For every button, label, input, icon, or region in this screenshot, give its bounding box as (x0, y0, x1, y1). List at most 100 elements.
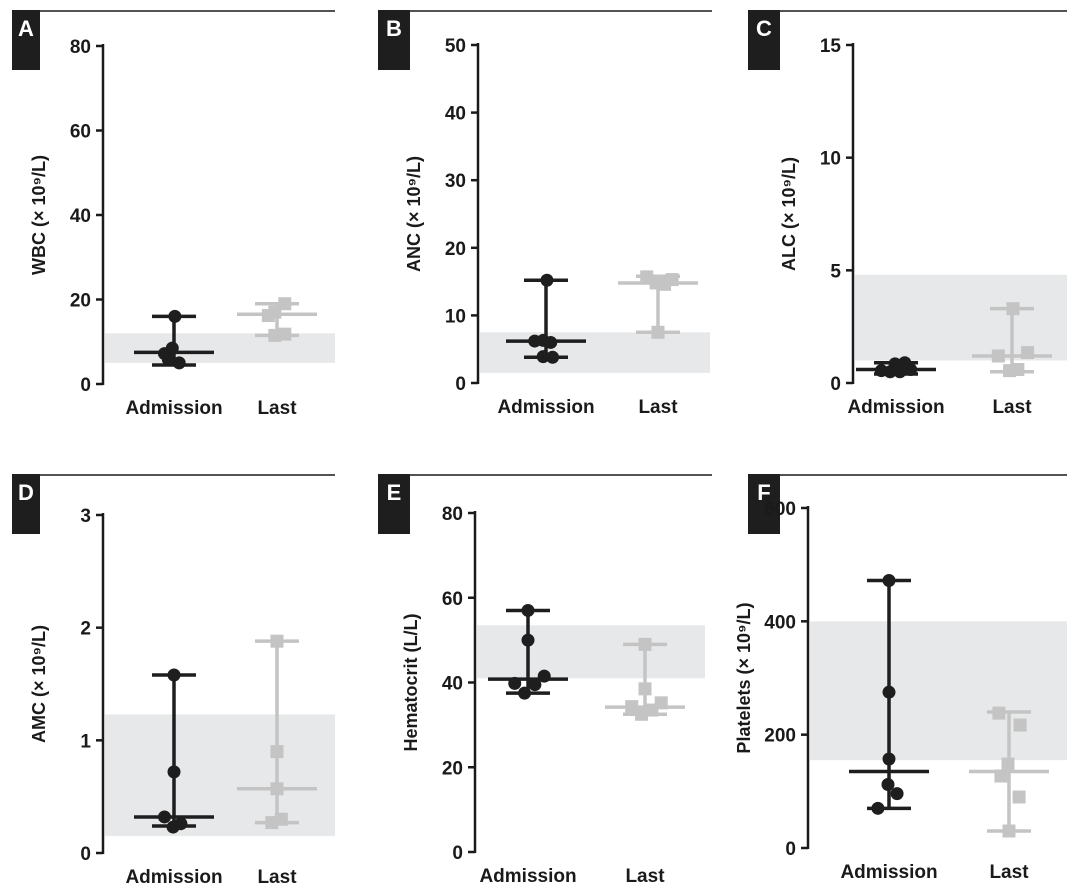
panel-letter: A (18, 16, 34, 41)
y-axis-label: AMC (× 10⁹/L) (29, 625, 49, 743)
panel-e: E 0 20 40 60 80 Hematocrit (L/L) Admission Last (378, 474, 712, 885)
series-admission (134, 668, 214, 834)
y-tick-label: 10 (445, 306, 466, 327)
data-point (625, 700, 639, 714)
x-category-label: Last (257, 398, 297, 419)
panel-a: A 0 20 40 60 80 WBC (× 10⁹/L) Admission Last (12, 10, 335, 419)
series-admission (134, 309, 214, 370)
x-category-label: Last (992, 397, 1032, 418)
data-point (1011, 362, 1025, 376)
data-point (1021, 346, 1035, 360)
data-point (651, 325, 665, 339)
panel-letter-badge (378, 474, 410, 534)
x-category-label: Admission (125, 867, 222, 885)
series-last (237, 634, 317, 830)
data-point (991, 349, 1005, 363)
y-tick-label: 20 (442, 758, 463, 779)
y-axis-label: Hematocrit (L/L) (401, 613, 421, 751)
y-tick-label: 0 (785, 839, 796, 860)
data-point (638, 637, 652, 651)
data-point (274, 812, 288, 826)
x-category-label: Last (257, 867, 297, 885)
y-tick-label: 20 (445, 239, 466, 260)
x-category-label: Last (989, 862, 1029, 883)
y-axis-label: Platelets (× 10⁹/L) (734, 602, 754, 753)
panel-b: B 0 10 20 30 40 50 ANC (× 10⁹/L) Admission Last (378, 10, 712, 418)
data-point (1012, 790, 1026, 804)
y-tick-label: 0 (455, 374, 466, 395)
x-category-label: Admission (847, 397, 944, 418)
data-point (1001, 757, 1015, 771)
data-point (157, 810, 171, 824)
series-admission (488, 603, 568, 700)
reference-range-band (105, 333, 335, 363)
panel-c: C 0 5 10 15 ALC (× 10⁹/L) Admission Last (748, 10, 1067, 418)
data-point (537, 669, 551, 683)
series-last (969, 706, 1049, 838)
data-point (521, 603, 535, 617)
data-point (540, 273, 554, 287)
panel-letter-badge (748, 10, 780, 70)
data-point (1006, 302, 1020, 316)
panel-letter: E (387, 480, 402, 505)
panel-letter: B (386, 16, 402, 41)
y-tick-label: 0 (452, 843, 463, 864)
data-point (521, 633, 535, 647)
panel-letter-badge (12, 10, 40, 70)
reference-range-band (810, 621, 1067, 761)
data-point (881, 778, 895, 792)
data-point (161, 352, 175, 366)
y-tick-label: 5 (830, 261, 841, 282)
reference-range-band (477, 625, 705, 679)
data-point (882, 685, 896, 699)
series-last (972, 302, 1052, 378)
y-axis-label: ALC (× 10⁹/L) (779, 157, 799, 271)
y-axis-label: ANC (× 10⁹/L) (404, 156, 424, 272)
data-point (167, 765, 181, 779)
panel-letter: F (757, 480, 770, 505)
series-admission (506, 273, 586, 364)
y-tick-label: 40 (70, 206, 91, 227)
reference-range-band (855, 274, 1067, 361)
data-point (270, 745, 284, 759)
series-admission (849, 574, 929, 815)
data-point (172, 356, 186, 370)
data-point (992, 706, 1006, 720)
data-point (270, 634, 284, 648)
x-category-label: Admission (497, 397, 594, 418)
data-point (635, 707, 649, 721)
data-point (1002, 824, 1016, 838)
x-category-label: Admission (840, 862, 937, 883)
y-tick-label: 15 (820, 36, 842, 57)
data-point (665, 273, 679, 287)
data-point (278, 297, 292, 311)
data-point (268, 305, 282, 319)
x-category-label: Admission (125, 398, 222, 419)
panel-letter-badge (12, 474, 40, 534)
y-tick-label: 40 (442, 674, 463, 695)
y-tick-label: 3 (80, 506, 91, 527)
data-point (882, 574, 896, 588)
x-category-label: Last (625, 866, 665, 885)
data-point (174, 817, 188, 831)
y-tick-label: 0 (830, 374, 841, 395)
y-tick-label: 50 (445, 36, 466, 57)
data-point (268, 328, 282, 342)
x-category-label: Admission (479, 866, 576, 885)
panel-letter-badge (748, 474, 780, 534)
y-tick-label: 600 (764, 499, 796, 520)
y-tick-label: 80 (70, 37, 91, 58)
panel-letter: C (756, 16, 772, 41)
y-tick-label: 200 (764, 726, 796, 747)
data-point (528, 678, 542, 692)
data-point (536, 350, 550, 364)
panel-f: F 0 200 400 600 Platelets (× 10⁹/L) Admission L… (734, 474, 1067, 883)
data-point (270, 782, 284, 796)
y-tick-label: 20 (70, 291, 91, 312)
y-tick-label: 10 (820, 149, 841, 170)
y-tick-label: 40 (445, 104, 466, 125)
y-tick-label: 0 (80, 844, 91, 865)
series-admission (856, 356, 936, 379)
data-point (882, 752, 896, 766)
